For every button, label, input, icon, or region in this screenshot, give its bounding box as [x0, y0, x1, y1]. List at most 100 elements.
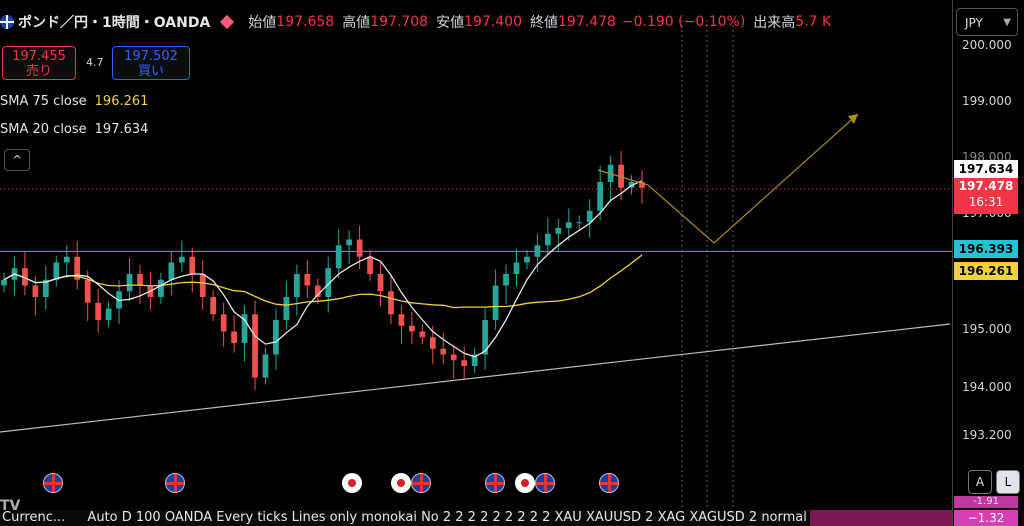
tick-label: 199.000: [962, 94, 1012, 108]
candle-down: [137, 274, 143, 286]
candle-down: [409, 325, 415, 332]
last-price-tag: 197.478 16:31: [954, 178, 1018, 214]
high-label: 高値: [342, 15, 371, 31]
candle-up: [586, 210, 593, 223]
candle-down: [252, 314, 258, 378]
sma75-line: [3, 254, 643, 309]
uk-event-icon[interactable]: [599, 473, 619, 493]
candle-up: [335, 245, 342, 269]
sma20-line: [3, 180, 643, 358]
sma75-value: 196.261: [94, 94, 149, 109]
candle-up: [241, 314, 248, 343]
candle-up: [63, 256, 70, 263]
candle-up: [168, 262, 175, 280]
gbp-flag-icon: [0, 15, 14, 29]
low-label: 安値: [436, 15, 465, 31]
candle-down: [220, 314, 227, 332]
sell-button[interactable]: 197.455 売り: [2, 46, 76, 80]
candle-down: [398, 314, 405, 326]
candle-down: [639, 182, 645, 188]
candle-down: [32, 285, 39, 297]
candle-up: [126, 274, 133, 292]
volume-value: 5.7 K: [795, 14, 832, 30]
sma75-label: SMA 75 close: [0, 94, 87, 109]
candle-up: [576, 222, 583, 224]
uk-event-icon[interactable]: [411, 473, 431, 493]
candle-up: [346, 239, 353, 246]
tick-label: 193.200: [962, 428, 1012, 442]
collapse-legend-button[interactable]: ^: [4, 149, 30, 171]
open-label: 始値: [248, 15, 277, 31]
candle-up: [53, 262, 60, 280]
chevron-down-icon: ▼: [1003, 17, 1011, 28]
candle-down: [304, 274, 311, 286]
candle-up: [42, 279, 49, 297]
candle-up: [105, 308, 112, 320]
auto-scale-button[interactable]: A: [968, 470, 992, 494]
sma20-value: 197.634: [94, 122, 149, 137]
buy-label: 買い: [137, 64, 164, 79]
candle-up: [544, 233, 551, 246]
close-value: 197.478: [558, 14, 616, 30]
forecast-path: [597, 113, 859, 244]
candle-up: [262, 354, 269, 378]
candle-up: [158, 279, 164, 297]
candle-down: [419, 331, 426, 338]
uk-event-icon[interactable]: [485, 473, 505, 493]
candle-up: [597, 182, 604, 211]
volume-label: 出来高: [753, 15, 796, 31]
candle-up: [524, 256, 530, 263]
sma75-legend[interactable]: SMA 75 close 196.261: [0, 94, 148, 109]
indicator-params: Auto D 100 OANDA Every ticks Lines only …: [87, 510, 819, 525]
uk-event-icon[interactable]: [535, 473, 555, 493]
price-chart[interactable]: [0, 0, 952, 526]
indicator-settings-bar[interactable]: Currenc... Auto D 100 OANDA Every ticks …: [0, 510, 952, 526]
uk-event-icon[interactable]: [165, 473, 185, 493]
symbol-header: ポンド／円・1時間・OANDA 始値 197.658 高値 197.708 安値…: [0, 10, 837, 34]
tick-label: 194.000: [962, 380, 1012, 394]
candle-down: [189, 256, 196, 274]
candle-up: [273, 320, 279, 355]
sma75-price-tag: 196.261: [954, 262, 1018, 280]
sma20-label: SMA 20 close: [0, 122, 87, 137]
candle-down: [74, 256, 81, 280]
candle-up: [534, 245, 541, 257]
tick-label: 195.000: [962, 322, 1012, 336]
hline-price-tag: 196.393: [954, 240, 1018, 258]
high-value: 197.708: [370, 14, 429, 30]
log-scale-button[interactable]: L: [996, 470, 1020, 494]
candle-up: [283, 297, 290, 320]
jp-event-icon[interactable]: [515, 473, 535, 493]
bar-countdown: 16:31: [968, 195, 1004, 209]
currency-label: JPY: [965, 16, 983, 30]
market-status-icon: [220, 14, 235, 30]
trend-line: [0, 323, 951, 433]
candle-down: [618, 164, 624, 188]
currency-selector[interactable]: JPY ▼: [956, 8, 1018, 36]
tick-label: 200.000: [962, 38, 1012, 52]
candle-up: [325, 268, 332, 297]
candle-up: [503, 274, 509, 286]
low-value: 197.400: [464, 14, 522, 30]
candle-up: [513, 262, 520, 274]
indicator-pane-strip: [810, 510, 952, 526]
jp-event-icon[interactable]: [342, 473, 362, 493]
uk-event-icon[interactable]: [43, 473, 63, 493]
sma20-legend[interactable]: SMA 20 close 197.634: [0, 122, 148, 137]
candle-down: [461, 360, 468, 366]
buy-price: 197.502: [124, 49, 178, 64]
symbol-title[interactable]: ポンド／円・1時間・OANDA: [18, 15, 211, 31]
buy-button[interactable]: 197.502 買い: [112, 46, 190, 80]
candle-down: [450, 354, 457, 361]
candle-up: [178, 256, 185, 263]
jp-event-icon[interactable]: [391, 473, 411, 493]
indicator-tag-partial: -1.91: [954, 496, 1018, 508]
sma20-price-tag: 197.634: [954, 160, 1018, 178]
candle-down: [95, 302, 102, 320]
spread-value: 4.7: [86, 56, 104, 69]
candle-up: [482, 320, 488, 355]
candle-down: [429, 337, 436, 349]
candle-down: [377, 274, 384, 292]
candle-down: [22, 268, 28, 286]
